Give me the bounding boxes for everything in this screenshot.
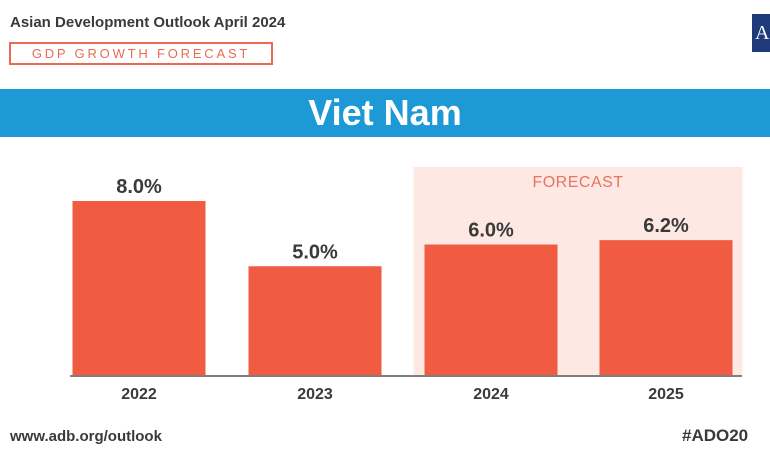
country-title: Viet Nam (308, 92, 462, 133)
bar-2024 (424, 244, 558, 375)
publication-title: Asian Development Outlook April 2024 (10, 14, 286, 31)
forecast-subtitle: GDP GROWTH FORECAST (9, 42, 273, 65)
value-label-2024: 6.0% (468, 220, 514, 242)
bar-2022 (72, 201, 206, 375)
adb-logo: A (752, 14, 770, 52)
footer-url: www.adb.org/outlook (10, 428, 162, 445)
bar-2025 (599, 240, 733, 375)
country-banner: Viet Nam (0, 89, 770, 137)
value-label-2022: 8.0% (116, 176, 162, 198)
value-label-2023: 5.0% (292, 241, 338, 263)
bar-2023 (248, 266, 382, 375)
forecast-label: FORECAST (532, 174, 623, 191)
footer-hashtag: #ADO20 (682, 426, 749, 445)
category-label-2024: 2024 (473, 386, 509, 403)
category-label-2023: 2023 (297, 386, 333, 403)
category-label-2022: 2022 (121, 386, 157, 403)
category-label-2025: 2025 (648, 386, 684, 403)
value-label-2025: 6.2% (643, 215, 689, 237)
